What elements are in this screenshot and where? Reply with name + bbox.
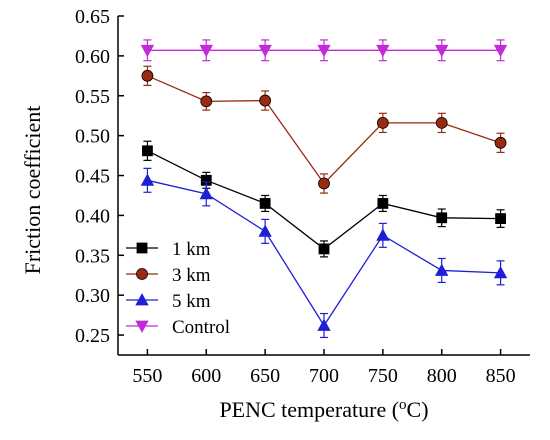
y-axis-title: Friction coefficient bbox=[20, 106, 45, 275]
data-point bbox=[200, 95, 213, 108]
legend-label: 5 km bbox=[172, 291, 211, 312]
series-layer bbox=[140, 39, 508, 339]
y-tick-label: 0.25 bbox=[75, 325, 110, 347]
data-point bbox=[435, 116, 448, 129]
data-point bbox=[493, 44, 508, 58]
data-point bbox=[259, 94, 272, 107]
data-point bbox=[436, 212, 448, 224]
data-point bbox=[199, 187, 213, 200]
legend-marker bbox=[135, 293, 149, 306]
y-tick-label: 0.60 bbox=[75, 46, 110, 68]
x-axis-ticks: 550 600 650 700 750 800 850 bbox=[132, 349, 516, 387]
data-point bbox=[142, 145, 153, 157]
x-tick-label: 600 bbox=[191, 365, 221, 387]
data-point bbox=[376, 116, 389, 129]
data-point bbox=[493, 266, 508, 279]
data-point bbox=[199, 44, 213, 58]
data-point bbox=[318, 243, 330, 255]
series-line bbox=[147, 150, 501, 250]
x-tick-label: 750 bbox=[368, 365, 398, 387]
x-axis-title-sup: o bbox=[399, 397, 407, 413]
series-line bbox=[147, 75, 501, 185]
y-axis-ticks: 0.25 0.30 0.35 0.40 0.45 0.50 0.55 0.60 0.65 bbox=[75, 6, 124, 347]
y-tick-label: 0.40 bbox=[75, 205, 110, 227]
data-point bbox=[259, 198, 271, 209]
y-tick-label: 0.35 bbox=[75, 245, 110, 267]
data-point bbox=[435, 263, 449, 276]
data-point bbox=[317, 44, 331, 58]
legend-item-5-km: 5 km bbox=[126, 291, 211, 312]
x-tick-label: 800 bbox=[427, 365, 457, 387]
x-tick-label: 650 bbox=[250, 365, 280, 387]
y-tick-label: 0.55 bbox=[75, 86, 110, 108]
data-point bbox=[258, 224, 272, 237]
y-tick-label: 0.45 bbox=[75, 166, 110, 188]
data-point bbox=[494, 136, 507, 149]
data-point bbox=[140, 44, 155, 58]
data-point bbox=[435, 44, 449, 58]
series-5-km bbox=[140, 167, 508, 339]
legend-label: 3 km bbox=[172, 265, 211, 286]
x-tick-label: 700 bbox=[309, 365, 339, 387]
data-point bbox=[141, 69, 154, 82]
legend-label: 1 km bbox=[172, 239, 211, 260]
series-3-km bbox=[141, 65, 507, 194]
legend-marker bbox=[136, 242, 148, 254]
legend-item-control: Control bbox=[126, 317, 230, 338]
series-control bbox=[140, 39, 508, 62]
legend-label: Control bbox=[172, 317, 230, 338]
data-point bbox=[258, 44, 272, 58]
legend-marker bbox=[136, 268, 148, 280]
x-axis-title: PENC temperature (oC) bbox=[219, 397, 428, 422]
data-point bbox=[318, 177, 330, 190]
y-tick-label: 0.30 bbox=[75, 285, 110, 307]
legend-item-1-km: 1 km bbox=[126, 239, 211, 260]
legend-item-3-km: 3 km bbox=[126, 265, 211, 286]
x-axis-title-main: PENC temperature ( bbox=[219, 397, 399, 422]
data-point bbox=[317, 318, 331, 331]
x-axis-title-end: C) bbox=[407, 397, 429, 422]
y-tick-label: 0.65 bbox=[75, 6, 110, 28]
legend-marker bbox=[135, 320, 149, 333]
data-point bbox=[376, 44, 390, 58]
legend: 1 km 3 km 5 km Control bbox=[126, 239, 230, 338]
data-point bbox=[140, 173, 155, 186]
data-point bbox=[495, 213, 506, 225]
y-tick-label: 0.50 bbox=[75, 126, 110, 148]
data-point bbox=[377, 198, 389, 209]
data-point bbox=[376, 228, 390, 241]
x-tick-label: 550 bbox=[132, 365, 162, 387]
x-tick-label: 850 bbox=[486, 365, 516, 387]
